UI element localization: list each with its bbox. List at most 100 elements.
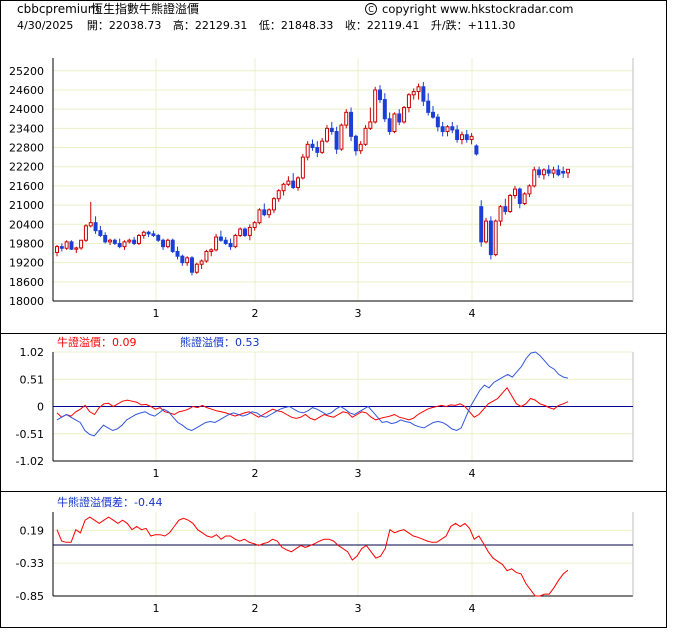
diff-y-tick-0: 0.19: [20, 524, 45, 537]
candle-body: [180, 255, 185, 264]
candle-104: [556, 165, 561, 177]
candle-body: [368, 121, 373, 129]
candle-body: [74, 247, 79, 250]
candle-body: [469, 135, 474, 141]
price-y-tick-7: 21000: [9, 199, 44, 212]
candle-body: [122, 241, 127, 248]
price-y-tick-8: 20400: [9, 218, 44, 231]
candle-body: [416, 86, 421, 93]
candle-body: [69, 241, 74, 250]
candle-17: [136, 233, 141, 246]
copyright-text[interactable]: copyright www.hkstockradar.com: [382, 2, 573, 16]
candle-59: [339, 123, 344, 151]
candle-12: [112, 238, 117, 246]
candle-98: [527, 184, 532, 198]
candle-11: [108, 238, 113, 246]
candle-body: [209, 249, 214, 252]
candle-1: [59, 243, 64, 252]
candle-56: [324, 125, 329, 143]
candle-body: [561, 171, 566, 174]
bull-premium-value: 0.09: [112, 336, 137, 349]
candle-body: [79, 239, 84, 249]
candle-26: [180, 254, 185, 266]
premium-x-tick-1: 1: [153, 467, 160, 480]
candle-31: [204, 249, 209, 263]
candle-75: [416, 83, 421, 100]
candle-body: [257, 209, 262, 224]
price-y-tick-0: 25200: [9, 65, 44, 78]
high-label: 高：: [173, 18, 195, 32]
candle-body: [271, 198, 276, 211]
candle-63: [358, 141, 363, 154]
candle-body: [373, 89, 378, 123]
candle-96: [517, 187, 522, 209]
candle-body: [508, 194, 513, 212]
candle-body: [488, 220, 493, 256]
diff-x-tick-2: 2: [252, 602, 259, 615]
candle-body: [132, 239, 137, 244]
candle-body: [363, 127, 368, 145]
candle-80: [440, 121, 445, 137]
premium-y-tick-2: 0: [37, 401, 44, 414]
diff-y-tick-2: -0.85: [16, 590, 44, 603]
low-value: 21848.33: [281, 19, 334, 32]
candle-body: [387, 118, 392, 133]
premium-x-tick-3: 3: [355, 467, 362, 480]
candle-40: [247, 224, 252, 241]
candle-body: [541, 169, 546, 176]
close-value: 22119.41: [367, 19, 420, 32]
candle-89: [484, 217, 489, 244]
candle-body: [455, 129, 460, 141]
quote-date: 4/30/2025: [17, 19, 73, 32]
candle-54: [315, 141, 320, 158]
candle-70: [392, 112, 397, 134]
candle-33: [214, 233, 219, 252]
price-y-tick-1: 24600: [9, 84, 44, 97]
candle-43: [262, 203, 267, 217]
candle-body: [411, 91, 416, 96]
candle-15: [127, 238, 132, 244]
candle-52: [305, 141, 310, 161]
candle-body: [459, 134, 464, 141]
candle-53: [310, 139, 315, 151]
candle-body: [189, 257, 194, 273]
candle-13: [117, 238, 122, 249]
candle-body: [440, 126, 445, 133]
candle-37: [233, 233, 238, 249]
candle-79: [435, 113, 440, 132]
candle-67: [377, 85, 382, 103]
candle-46: [276, 189, 281, 202]
change-value: +111.30: [468, 19, 516, 32]
candle-36: [228, 238, 233, 250]
candle-7: [88, 201, 93, 228]
premium-panel: 1 2 3 4 1.02 0.51 0 -0.51 -1.02: [16, 346, 634, 480]
candle-64: [363, 125, 368, 146]
candle-body: [103, 234, 108, 243]
candle-body: [281, 183, 286, 192]
candle-91: [493, 219, 498, 257]
candle-body: [498, 206, 503, 222]
diff-y-tick-1: -0.33: [16, 557, 44, 570]
candle-body: [170, 239, 175, 252]
price-y-tick-10: 19200: [9, 257, 44, 270]
candle-body: [334, 131, 339, 150]
candle-body: [320, 140, 325, 153]
premium-x-tick-2: 2: [252, 467, 259, 480]
candle-body: [512, 188, 517, 196]
candle-body: [286, 180, 291, 185]
diff-x-tick-3: 3: [355, 602, 362, 615]
candle-body: [108, 239, 113, 243]
candle-106: [566, 168, 570, 178]
candle-99: [532, 166, 537, 188]
candle-42: [257, 208, 262, 225]
price-x-tick-1: 1: [153, 307, 160, 320]
candle-103: [551, 166, 556, 178]
candle-body: [546, 169, 551, 174]
candle-60: [344, 109, 349, 129]
candle-body: [532, 169, 537, 187]
candle-73: [406, 93, 411, 113]
candle-body: [112, 239, 117, 244]
candle-5: [79, 239, 84, 250]
candle-body: [276, 190, 281, 200]
bear-premium-line: [56, 351, 569, 437]
